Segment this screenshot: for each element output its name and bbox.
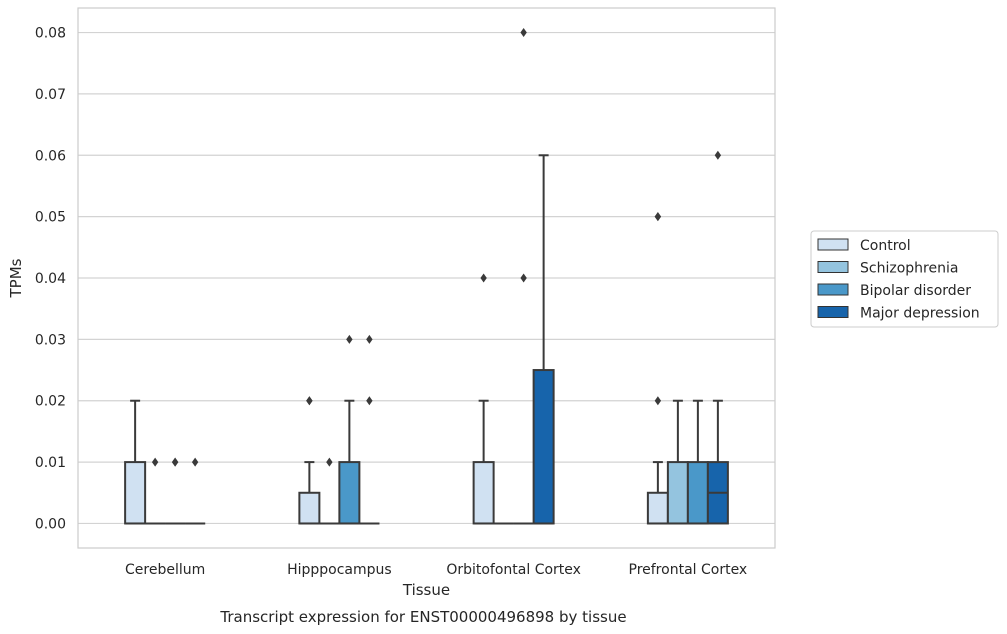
y-tick-label: 0.00: [35, 516, 66, 532]
outlier-point: [520, 273, 527, 283]
y-tick-label: 0.07: [35, 87, 66, 103]
outlier-point: [654, 396, 662, 406]
outlier-point: [366, 334, 373, 344]
outlier-point: [306, 396, 313, 406]
outlier-point: [151, 457, 159, 467]
box-bipolar-disorder: [686, 399, 709, 525]
outlier-point: [520, 28, 527, 38]
box-iqr: [298, 491, 321, 525]
y-tick-label: 0.01: [35, 455, 66, 471]
legend-swatch: [817, 238, 849, 251]
y-tick-label: 0.02: [35, 394, 66, 410]
box-schizophrenia: [666, 399, 689, 525]
x-tick-label: Orbitofontal Cortex: [446, 562, 581, 578]
x-tick-label: Prefrontal Cortex: [629, 562, 748, 578]
y-tick-label: 0.06: [35, 148, 66, 164]
x-axis-label: Tissue: [402, 581, 450, 599]
outlier-point: [346, 334, 353, 344]
outliers: [151, 28, 722, 467]
outlier-point: [480, 273, 487, 283]
box-iqr: [532, 369, 555, 525]
legend-label: Control: [860, 238, 911, 254]
legend-items: Control Schizophrenia Bipolar disorder Majo…: [817, 238, 980, 322]
box-iqr: [338, 461, 361, 525]
boxes: [124, 154, 729, 525]
y-tick-label: 0.08: [35, 26, 66, 42]
legend-swatch: [817, 261, 849, 273]
outlier-point: [714, 150, 722, 160]
box-iqr: [124, 461, 147, 525]
box-iqr: [472, 461, 495, 525]
x-tick-label: Cerebellum: [125, 562, 205, 578]
box-control: [472, 399, 495, 525]
y-tick-label: 0.05: [35, 210, 66, 226]
box-major-depression: [706, 399, 729, 525]
legend-label: Major depression: [860, 306, 980, 322]
y-tick-label: 0.03: [35, 332, 66, 348]
box-iqr: [646, 491, 669, 525]
chart-caption: Transcript expression for ENST0000049689…: [219, 608, 626, 626]
legend-swatch: [817, 283, 849, 296]
legend: Control Schizophrenia Bipolar disorder Majo…: [810, 230, 999, 328]
y-tick-labels: 0.00 0.01 0.02 0.03 0.04 0.05 0.06 0.07 0.08: [35, 26, 66, 533]
x-tick-labels: Cerebellum Hipppocampus Orbitofontal Corte…: [125, 562, 747, 578]
legend-label: Schizophrenia: [860, 261, 958, 277]
box-iqr: [666, 461, 689, 525]
box-control: [646, 461, 669, 525]
outlier-point: [366, 396, 373, 406]
y-axis-label: TPMs: [7, 258, 25, 298]
legend-frame: [810, 230, 999, 328]
box-iqr: [686, 461, 709, 525]
plot-frame: [77, 7, 776, 549]
outlier-point: [326, 457, 333, 467]
grid-lines: [78, 31, 775, 525]
box-bipolar-disorder: [338, 399, 361, 525]
x-tick-label: Hipppocampus: [287, 562, 392, 578]
box-control: [124, 399, 147, 525]
legend-swatch: [817, 306, 849, 318]
legend-label: Bipolar disorder: [860, 283, 971, 299]
outlier-point: [191, 457, 199, 467]
box-major-depression: [532, 154, 555, 525]
outlier-point: [171, 457, 179, 467]
box-control: [298, 461, 321, 525]
y-tick-label: 0.04: [35, 271, 66, 287]
outlier-point: [654, 212, 662, 222]
